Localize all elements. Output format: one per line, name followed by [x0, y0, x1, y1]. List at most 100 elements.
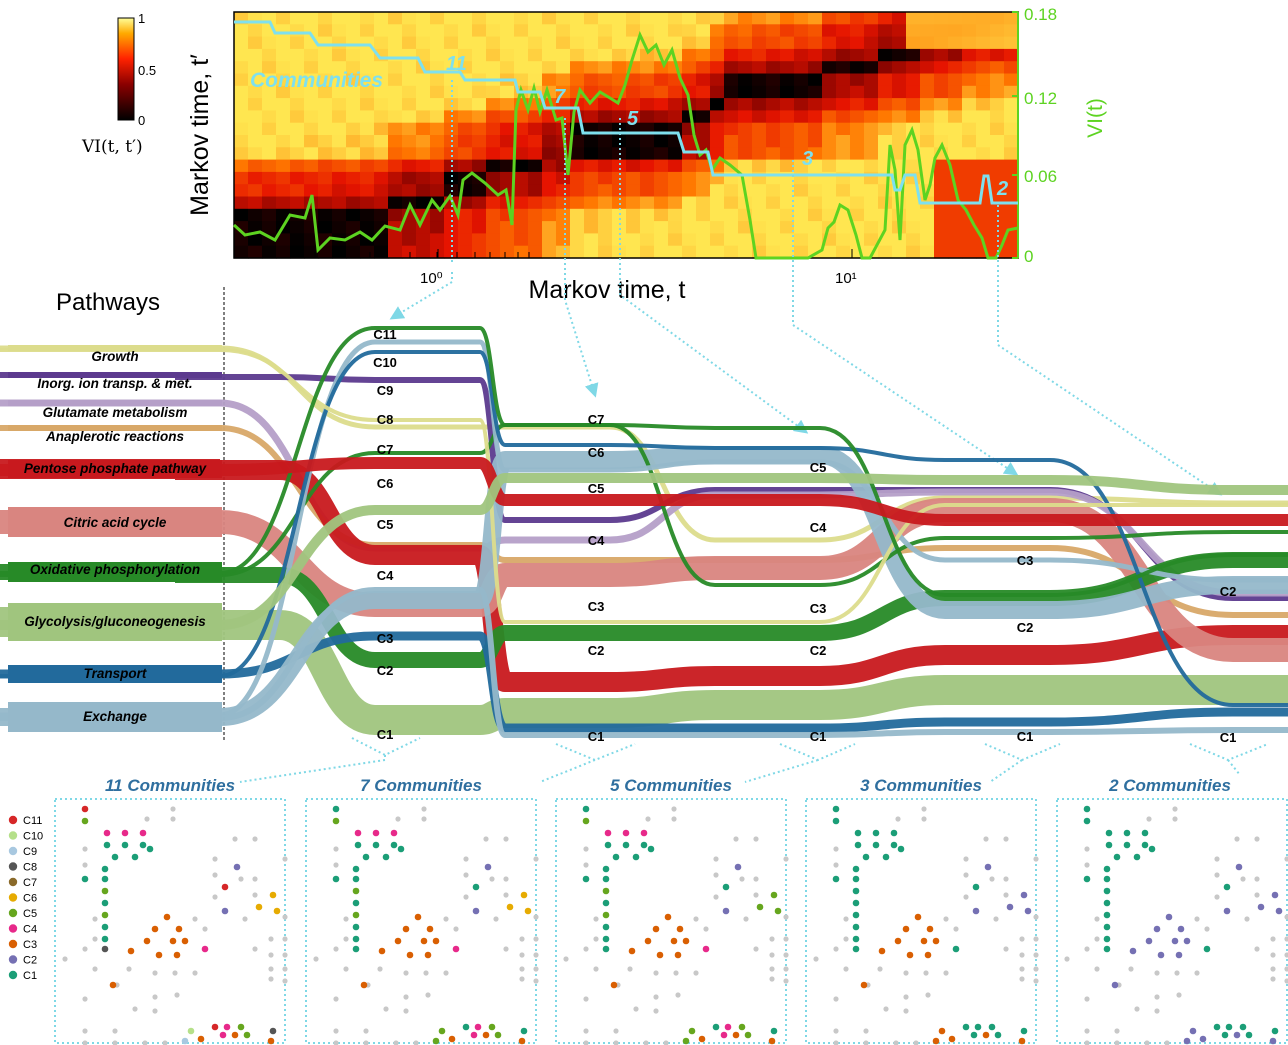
heatmap-cell: [556, 48, 571, 62]
connector-2: [997, 205, 1223, 496]
heatmap-cell: [990, 110, 1005, 124]
network-node-c3: [378, 947, 386, 955]
heatmap-cell: [794, 24, 809, 38]
network-node-unassigned: [423, 970, 429, 976]
heatmap-cell: [290, 171, 305, 185]
network-node-unassigned: [268, 936, 274, 942]
heatmap-cell: [234, 196, 249, 210]
heatmap-cell: [332, 48, 347, 62]
network-node-c1: [1221, 1031, 1229, 1039]
heatmap-cell: [346, 147, 361, 161]
network-node-unassigned: [653, 1008, 659, 1014]
heatmap-cell: [346, 12, 361, 25]
network-node-c3: [926, 925, 934, 933]
heatmap-cell: [738, 135, 753, 148]
heatmap-cell: [528, 184, 543, 198]
heatmap-cell: [388, 85, 403, 99]
network-node-c1: [131, 853, 139, 861]
heatmap-cell: [234, 36, 249, 50]
network-node-c1: [121, 841, 129, 849]
heatmap-cell: [402, 233, 417, 247]
heatmap-cell: [528, 245, 543, 259]
network-node-unassigned: [252, 876, 258, 882]
connector-5: [619, 118, 809, 434]
heatmap-cell: [976, 147, 991, 161]
network-node-unassigned: [333, 996, 339, 1002]
heatmap-cell: [920, 36, 935, 50]
heatmap-cell: [500, 61, 515, 75]
network-node-unassigned: [843, 966, 849, 972]
heatmap-cell: [724, 48, 739, 62]
heatmap-cell: [710, 208, 725, 222]
heatmap-cell: [1004, 36, 1019, 50]
heatmap-cell: [290, 245, 305, 259]
heatmap-cell: [416, 171, 431, 185]
heatmap-cell: [402, 110, 417, 124]
network-node-c2: [1189, 1027, 1197, 1035]
network-node-c1: [1225, 1023, 1233, 1031]
heatmap-cell: [332, 159, 347, 173]
heatmap-cell: [878, 85, 893, 99]
heatmap-cell: [584, 135, 599, 148]
heatmap-cell: [822, 85, 837, 99]
heatmap-cell: [458, 245, 473, 259]
heatmap-cell: [290, 73, 305, 87]
network-node-unassigned: [1094, 966, 1100, 972]
heatmap-cell: [682, 184, 697, 198]
network-node-c4: [139, 829, 147, 837]
heatmap-cell: [710, 48, 725, 62]
network-node-unassigned: [1194, 970, 1200, 976]
heatmap-cell: [654, 85, 669, 99]
heatmap-cell: [906, 196, 921, 210]
network-node-c1: [970, 1031, 978, 1039]
heatmap-cell: [626, 184, 641, 198]
heatmap-cell: [234, 85, 249, 99]
heatmap-cell: [654, 245, 669, 259]
heatmap-cell: [836, 36, 851, 50]
heatmap-cell: [976, 73, 991, 87]
pathway-bar-5: [8, 507, 222, 537]
network-node-unassigned: [363, 1040, 369, 1045]
heatmap-cell: [290, 110, 305, 124]
heatmap-cell: [696, 245, 711, 259]
heatmap-cell: [346, 196, 361, 210]
heatmap-cell: [878, 73, 893, 87]
heatmap-cell: [864, 24, 879, 38]
heatmap-cell: [472, 159, 487, 173]
community-label-c1: C1: [1220, 730, 1237, 745]
heatmap-cell: [584, 24, 599, 38]
network-node-unassigned: [1172, 806, 1178, 812]
network-node-c4: [121, 829, 129, 837]
network-node-unassigned: [343, 916, 349, 922]
heatmap-cell: [654, 196, 669, 210]
network-node-c3: [448, 1035, 456, 1043]
heatmap-cell: [920, 233, 935, 247]
heatmap-cell: [1004, 61, 1019, 75]
heatmap-cell: [850, 196, 865, 210]
network-node-c3: [906, 951, 914, 959]
network-node-c5: [774, 907, 782, 915]
network-panels: 11 Communities 7 Communities 5 Communiti…: [54, 776, 1288, 1045]
heatmap-cell: [878, 122, 893, 136]
heatmap-cell: [472, 196, 487, 210]
network-node-unassigned: [170, 816, 176, 822]
heatmap-cell: [766, 36, 781, 50]
heatmap-cell: [570, 12, 585, 25]
heatmap-cell: [836, 61, 851, 75]
heatmap-cell: [332, 73, 347, 87]
heatmap-cell: [640, 12, 655, 25]
network-node-unassigned: [663, 1040, 669, 1045]
heatmap-cell: [948, 61, 963, 75]
heatmap-cell: [346, 61, 361, 75]
network-node-c2: [1153, 925, 1161, 933]
heatmap-cell: [374, 24, 389, 38]
heatmap-cell: [948, 245, 963, 259]
heatmap-cell: [794, 147, 809, 161]
heatmap-cell: [598, 61, 613, 75]
sankey-flow-4: [0, 457, 1288, 527]
network-node-c1: [1113, 853, 1121, 861]
heatmap-cell: [346, 208, 361, 222]
sankey-flow-6: [0, 423, 1288, 587]
heatmap-cell: [640, 61, 655, 75]
